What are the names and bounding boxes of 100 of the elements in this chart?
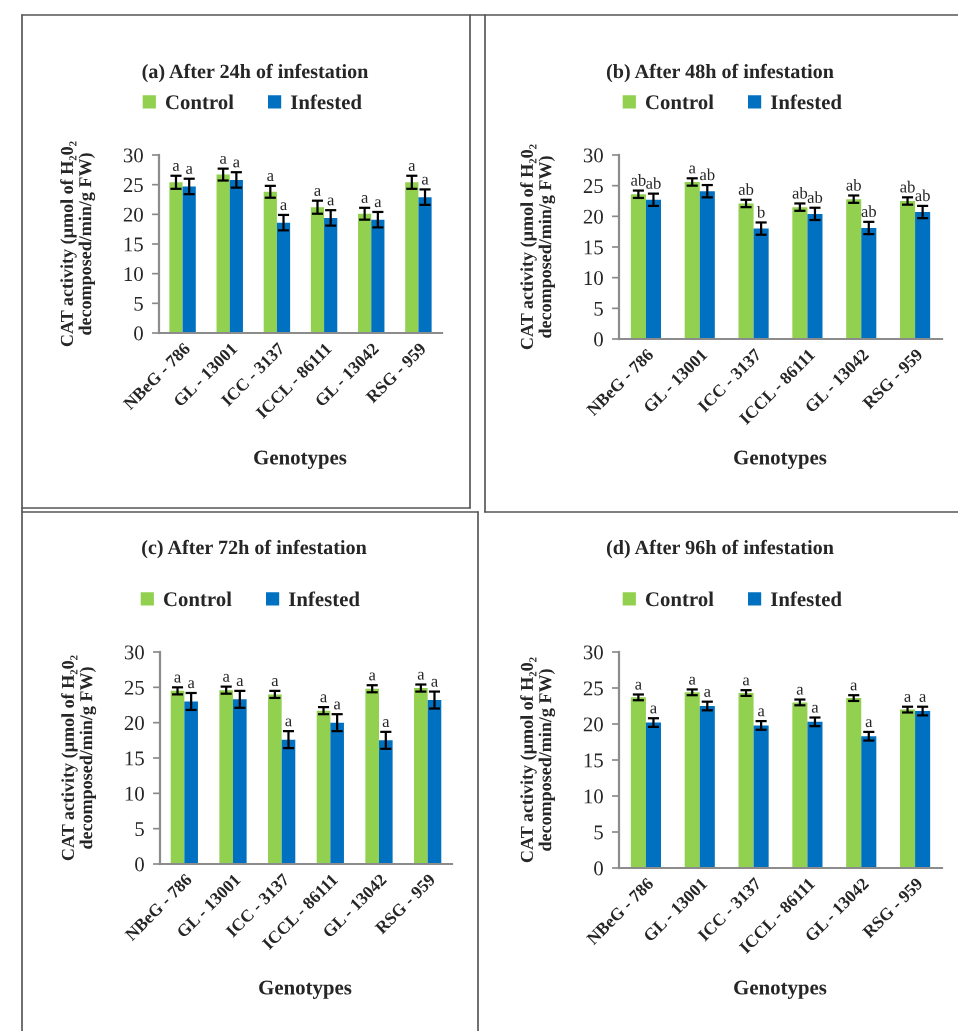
data-label: a bbox=[374, 199, 382, 208]
data-label: a bbox=[220, 155, 227, 164]
bar bbox=[268, 694, 282, 864]
data-label: a bbox=[369, 672, 376, 681]
y-axis-title: CAT activity (µmol of H₂0₂ decomposed/min/g FW) bbox=[520, 144, 556, 350]
data-label: a bbox=[188, 680, 195, 689]
bar bbox=[807, 721, 823, 868]
bar bbox=[219, 690, 233, 864]
y-tick-label: 10 bbox=[124, 267, 143, 282]
y-tick-label: 20 bbox=[583, 717, 603, 732]
data-label: ab bbox=[900, 180, 915, 193]
bar bbox=[699, 706, 715, 868]
bar bbox=[184, 701, 198, 864]
bar bbox=[699, 191, 715, 339]
x-axis-title: Genotypes bbox=[254, 450, 347, 469]
legend-label: Infested bbox=[288, 591, 360, 607]
bar bbox=[861, 227, 877, 339]
data-label: a bbox=[904, 693, 912, 702]
y-tick-label: 30 bbox=[124, 645, 144, 660]
data-label: a bbox=[704, 688, 711, 697]
bar bbox=[276, 222, 291, 333]
bar bbox=[738, 693, 754, 868]
legend-label: Infested bbox=[770, 94, 842, 110]
x-axis-title: Genotypes bbox=[259, 980, 352, 999]
legend-label: Control bbox=[645, 94, 714, 110]
bar bbox=[233, 699, 247, 864]
data-label: a bbox=[334, 701, 341, 710]
y-tick-label: 25 bbox=[123, 178, 143, 193]
y-tick-label: 5 bbox=[135, 822, 144, 837]
x-axis-title: Genotypes bbox=[734, 450, 827, 469]
data-label: a bbox=[280, 202, 287, 211]
y-tick-label: 0 bbox=[135, 857, 144, 872]
data-label: a bbox=[408, 163, 416, 171]
data-label: ab bbox=[915, 189, 930, 202]
y-tick-label: 15 bbox=[584, 753, 603, 768]
chart-title: (a) After 24h of infestation bbox=[142, 63, 369, 83]
y-tick-label: 30 bbox=[123, 148, 143, 163]
bar bbox=[427, 700, 442, 864]
data-label: a bbox=[421, 176, 429, 185]
data-label: ab bbox=[646, 177, 661, 189]
y-tick-label: 0 bbox=[594, 861, 603, 876]
data-label: a bbox=[285, 718, 292, 727]
bar bbox=[846, 199, 862, 339]
data-label: a bbox=[361, 195, 369, 204]
data-label: ab bbox=[861, 205, 877, 218]
bar bbox=[418, 197, 432, 333]
data-label: a bbox=[635, 681, 642, 690]
y-tick-label: 15 bbox=[584, 240, 603, 255]
bar bbox=[330, 722, 344, 864]
y-tick-label: 25 bbox=[583, 681, 603, 696]
bar bbox=[379, 740, 393, 864]
bar bbox=[900, 201, 916, 339]
chart-title: (b) After 48h of infestation bbox=[606, 63, 834, 83]
bar bbox=[738, 203, 754, 339]
bar bbox=[900, 709, 916, 868]
data-label: a bbox=[320, 694, 327, 703]
bar bbox=[846, 698, 862, 868]
data-label: ab bbox=[738, 183, 754, 195]
bar bbox=[915, 212, 931, 339]
bar bbox=[414, 688, 428, 864]
data-label: a bbox=[223, 673, 230, 682]
bar bbox=[684, 692, 700, 868]
y-tick-label: 30 bbox=[583, 148, 603, 163]
data-label: a bbox=[382, 719, 390, 728]
y-tick-label: 25 bbox=[124, 680, 144, 695]
y-tick-label: 20 bbox=[124, 716, 144, 731]
bar bbox=[216, 174, 230, 333]
legend-label: Infested bbox=[770, 591, 842, 607]
bar bbox=[405, 182, 419, 333]
bar bbox=[630, 194, 646, 339]
bar bbox=[281, 739, 296, 864]
data-label: a bbox=[172, 163, 180, 171]
y-tick-label: 5 bbox=[594, 301, 603, 316]
x-axis-title: Genotypes bbox=[734, 980, 827, 999]
data-label: a bbox=[174, 674, 181, 683]
bar bbox=[358, 213, 372, 333]
data-label: ab bbox=[807, 191, 823, 203]
y-tick-label: 25 bbox=[583, 179, 603, 194]
data-label: a bbox=[796, 686, 804, 695]
bar bbox=[792, 207, 808, 339]
data-label: a bbox=[236, 678, 244, 687]
bar bbox=[630, 697, 646, 868]
bar bbox=[169, 182, 183, 333]
chart-title: (d) After 96h of infestation bbox=[606, 539, 834, 559]
y-tick-label: 10 bbox=[584, 789, 603, 804]
legend-label: Infested bbox=[290, 94, 362, 110]
bar bbox=[684, 181, 700, 339]
y-axis-title: CAT activity (µmol of H₂0₂ decomposed/min/g FW) bbox=[60, 141, 96, 347]
data-label: a bbox=[327, 197, 335, 206]
data-label: a bbox=[417, 671, 425, 680]
y-axis-title: CAT activity (µmol of H₂0₂ decomposed/min/g FW) bbox=[520, 657, 556, 863]
bar bbox=[310, 207, 325, 333]
y-tick-label: 15 bbox=[125, 751, 144, 766]
data-label: ab bbox=[846, 178, 861, 191]
bar bbox=[316, 710, 331, 864]
bar bbox=[915, 711, 931, 868]
bar bbox=[792, 702, 808, 868]
legend-label: Control bbox=[163, 591, 232, 607]
y-tick-label: 20 bbox=[123, 207, 143, 222]
bar bbox=[861, 736, 877, 868]
